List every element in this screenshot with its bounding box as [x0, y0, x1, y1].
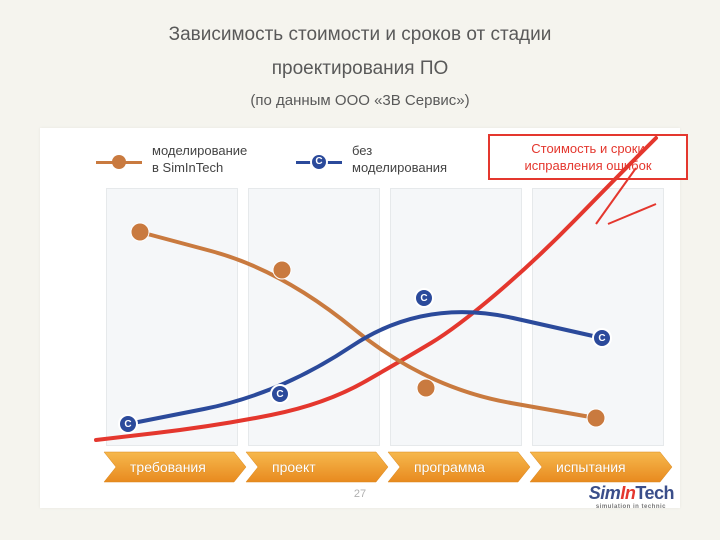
- plot-svg: C C C C: [96, 188, 670, 446]
- logo-sim: Sim: [589, 483, 621, 503]
- chart-container: Относительное количествообнаруженных оши…: [40, 128, 680, 508]
- legend-text: моделированиев SimInTech: [152, 142, 247, 176]
- legend-text: безмоделирования: [352, 142, 447, 176]
- legend-swatch: C: [296, 151, 342, 168]
- series-nomodel-marker-label: C: [276, 389, 283, 400]
- simintech-logo: SimInTech simulation in technic: [589, 483, 674, 504]
- series-nomodel-marker-label: C: [420, 293, 427, 304]
- slide: Зависимость стоимости и сроков от стадии…: [0, 0, 720, 540]
- callout-connector: [608, 204, 656, 224]
- series-cost-line: [96, 138, 656, 440]
- title-line2: проектирования ПО: [272, 58, 449, 79]
- stage-label: испытания: [540, 448, 686, 486]
- legend-callout: Стоимость и срокиисправления ошибок: [488, 134, 688, 180]
- legend: моделированиев SimInTech Cбезмоделировани…: [96, 138, 670, 182]
- legend-item: моделированиев SimInTech: [96, 142, 247, 176]
- slide-title: Зависимость стоимости и сроков от стадии…: [0, 18, 720, 86]
- series-nomodel-marker-label: C: [124, 419, 131, 430]
- series-simintech-marker: [417, 379, 435, 397]
- series-simintech-line: [140, 232, 596, 418]
- y-axis-label: Относительное количествообнаруженных оши…: [48, 178, 64, 438]
- title-line1: Зависимость стоимости и сроков от стадии: [169, 24, 552, 45]
- plot-area: C C C C: [96, 188, 670, 446]
- series-simintech-marker: [587, 409, 605, 427]
- stage-label: проект: [256, 448, 402, 486]
- series-simintech-marker: [131, 223, 149, 241]
- legend-item: Cбезмоделирования: [296, 142, 447, 176]
- logo-subtitle: simulation in technic: [596, 504, 666, 510]
- logo-in: In: [620, 483, 635, 503]
- slide-subtitle: (по данным ООО «3В Сервис»): [0, 92, 720, 109]
- logo-tech: Tech: [635, 483, 674, 503]
- stage-label: требования: [114, 448, 260, 486]
- series-nomodel-marker-label: C: [598, 333, 605, 344]
- stage-arrows: требованияпроектпрограммаиспытания: [96, 448, 670, 486]
- stage-label: программа: [398, 448, 544, 486]
- legend-swatch: [96, 151, 142, 168]
- series-simintech-marker: [273, 261, 291, 279]
- page-number: 27: [40, 488, 680, 500]
